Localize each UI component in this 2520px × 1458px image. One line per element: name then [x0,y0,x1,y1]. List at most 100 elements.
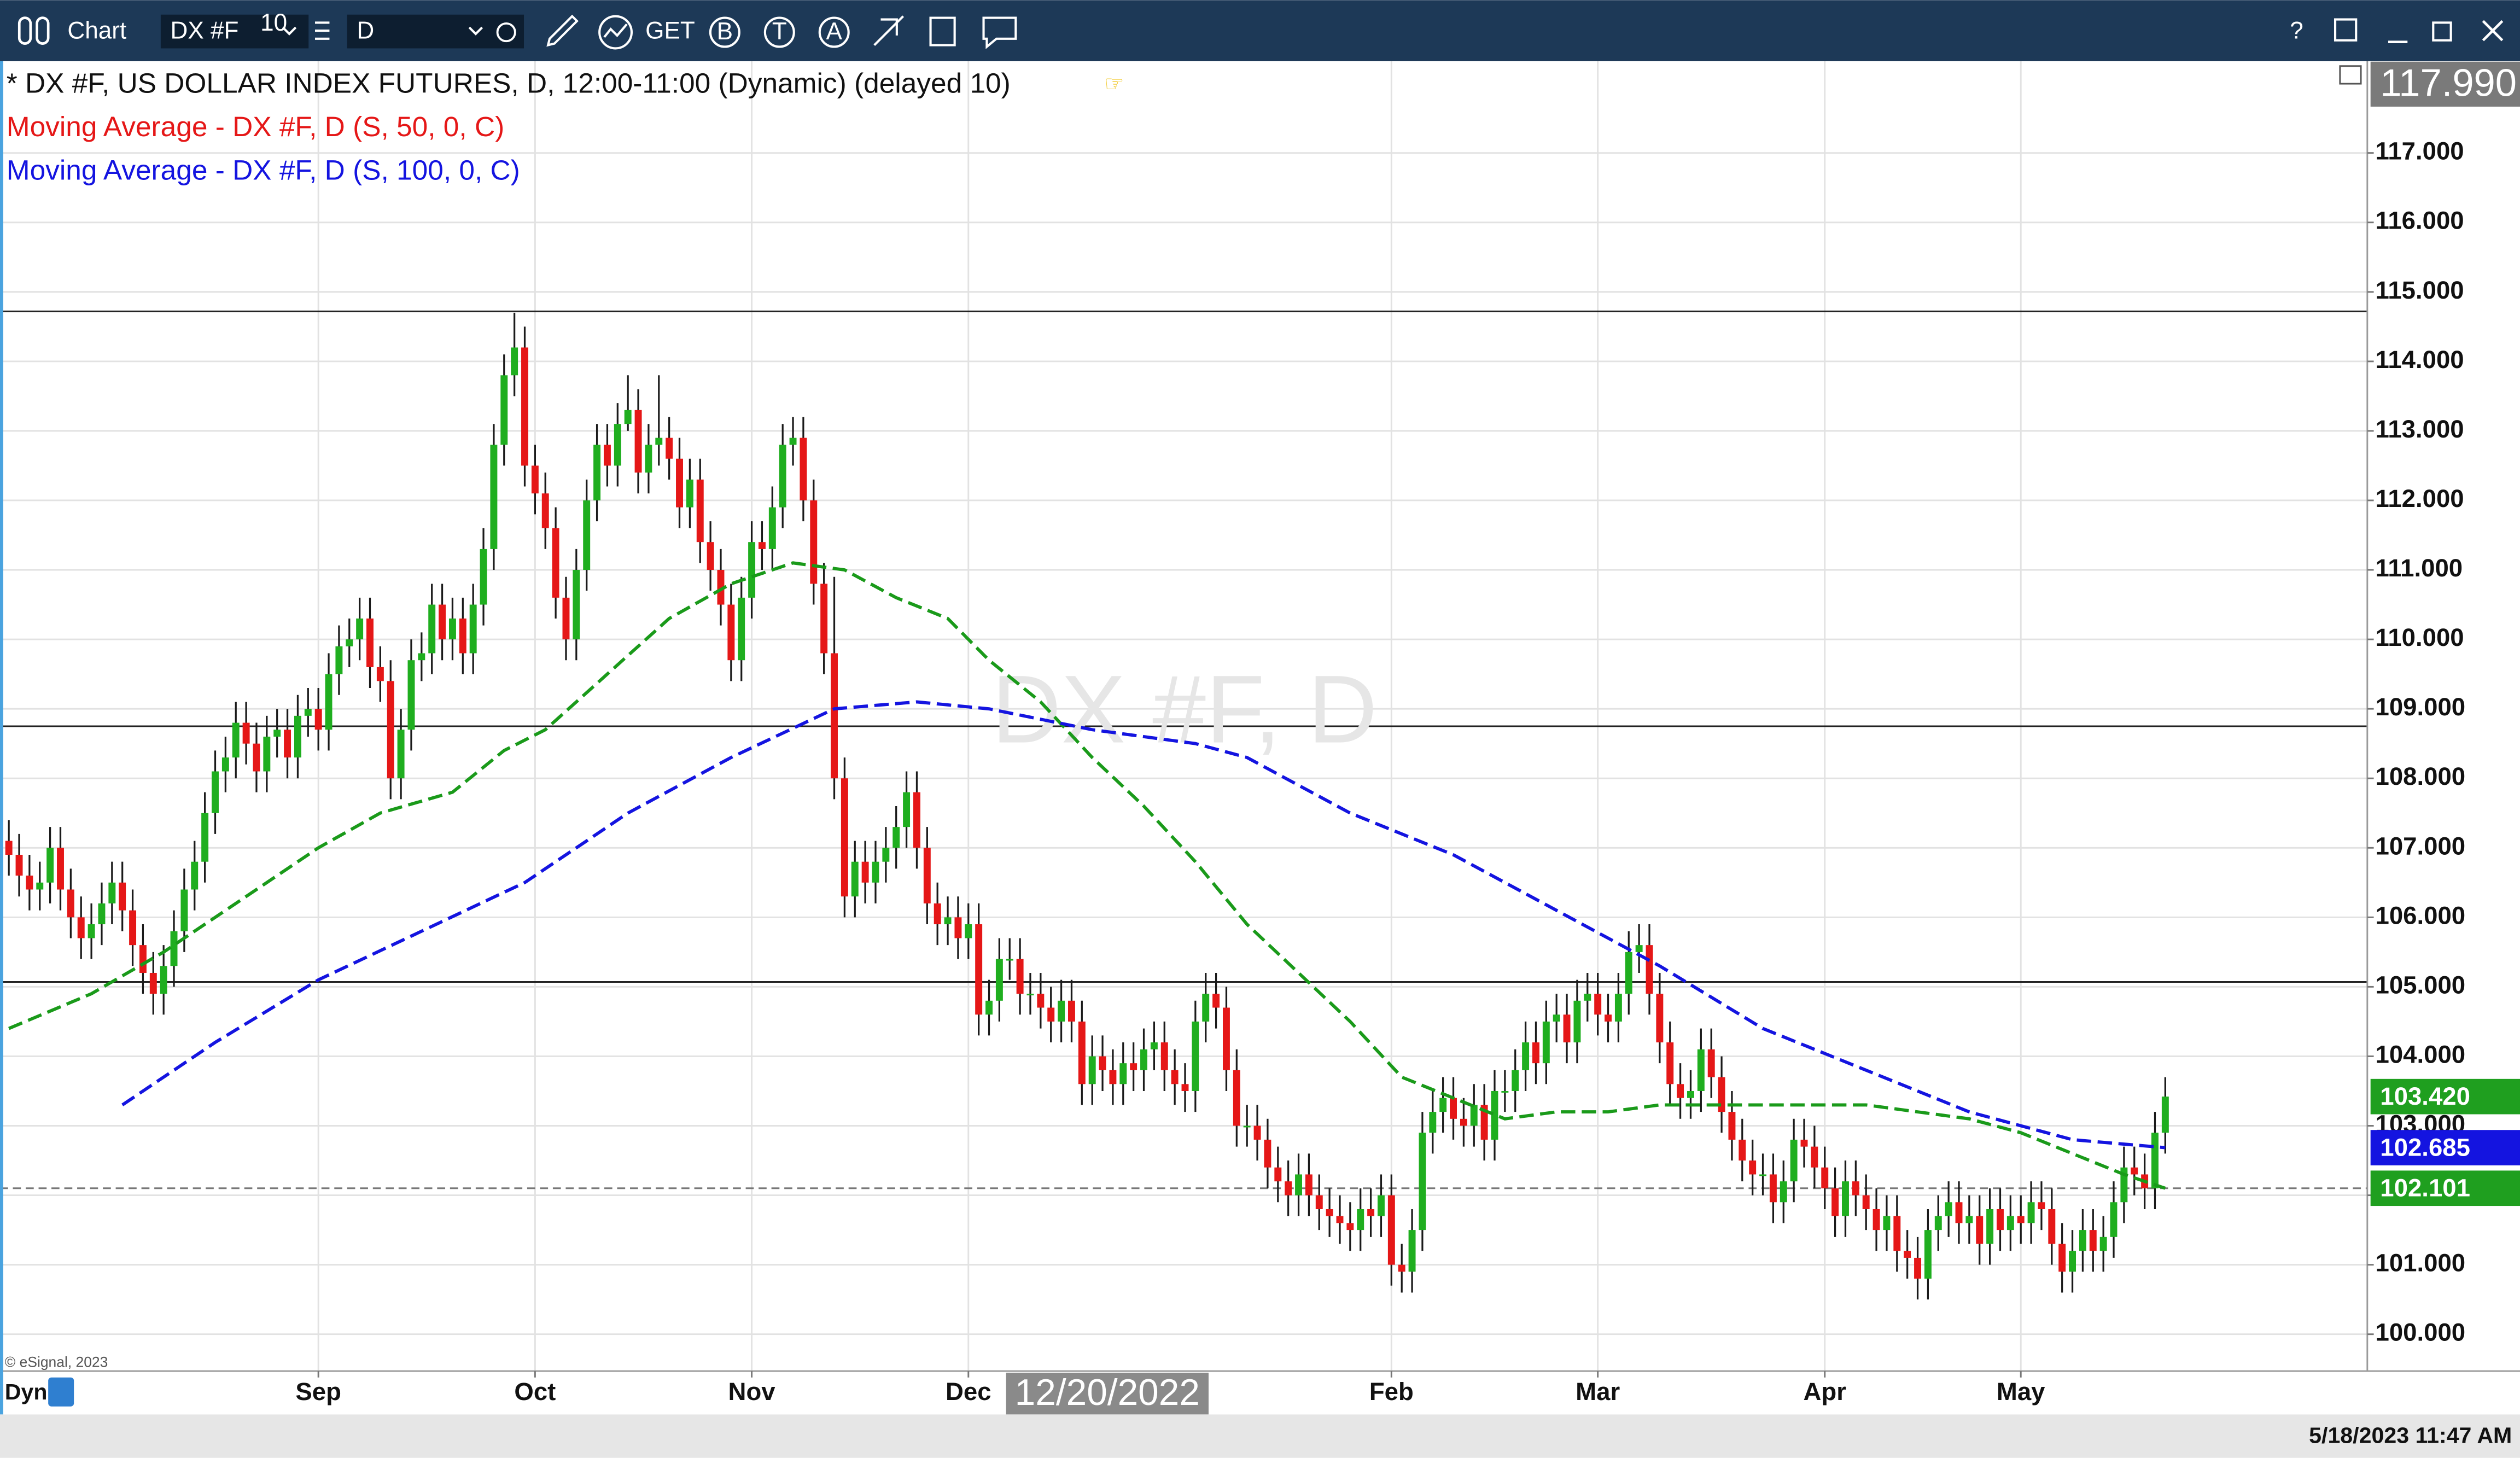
icon-circle[interactable] [709,16,740,48]
price-label-box [2370,61,2520,107]
candle-body [428,604,436,654]
candle-body [1058,1000,1065,1022]
symbol[interactable]: DX #F [171,18,239,44]
candle-body [934,903,941,925]
timestamp: 5/18/2023 11:47 AM [2309,1422,2512,1448]
lock-icon[interactable] [48,1377,74,1407]
menu-icon[interactable] [315,21,330,40]
cursor-label: 12/20/2022 [1015,1372,1200,1413]
dropdown-arrow[interactable] [282,26,297,36]
candle-body [2131,1167,2138,1175]
candle-body [1718,1077,1725,1112]
restore-icon[interactable] [2339,65,2362,85]
price-label: 102.101 [2380,1174,2470,1202]
candle-body [1398,1264,1405,1272]
candle-body [789,438,797,445]
x-tick-label: Feb [1369,1378,1414,1405]
candle-body [1378,1195,1385,1216]
icon-letter[interactable]: A [826,18,843,45]
candle-body [1160,1042,1168,1070]
candle-body [800,438,807,500]
icon-circle[interactable] [763,16,795,48]
icon-letter[interactable]: T [772,18,787,45]
candle-body [1904,1251,1911,1258]
interval[interactable]: D [357,18,374,44]
candle-body [779,445,786,508]
tool-icon[interactable] [873,15,905,46]
candle-body [2058,1244,2066,1272]
candle-body [521,347,528,466]
candle-body [995,959,1003,1001]
candle-body [346,639,353,646]
candle-body [1212,994,1220,1008]
candle-body [1553,1014,1560,1022]
candle-body [1790,1139,1798,1182]
candle-body [820,584,828,654]
close-button[interactable] [2482,20,2504,42]
candle-body [88,924,95,938]
candle-body [1522,1042,1530,1070]
candle-body [459,618,466,654]
candle-body [738,597,745,661]
candle-body [1315,1195,1323,1209]
candle-body [624,410,632,424]
price-label-box [2370,1078,2520,1115]
candle-body [1635,945,1643,952]
icon-letter[interactable]: B [717,18,733,45]
candle-body [1605,1014,1612,1022]
candle-body [903,792,911,827]
candle-body [1109,1070,1117,1084]
candle-body [1222,1007,1230,1070]
candle-body [397,730,405,779]
study-icon[interactable] [598,15,633,50]
candle-body [1295,1174,1302,1195]
candle-body [1842,1181,1849,1216]
icon-circle[interactable] [818,16,850,48]
candle-body [490,445,498,549]
y-tick-label: 109.000 [2376,693,2466,721]
candle-body [46,848,54,883]
study-icon[interactable] [603,24,628,38]
clock-icon[interactable] [496,22,516,43]
candle-body [1026,994,1034,996]
comment-icon[interactable] [982,16,1017,49]
get-button[interactable]: GET [645,18,695,44]
candle-body [1387,1195,1395,1265]
candle-body [593,445,601,500]
candle-body [923,848,931,903]
mode-label[interactable]: Dyn [5,1379,48,1404]
candle-body [232,722,240,758]
candle-body [758,542,766,549]
edit-icon[interactable] [929,16,956,46]
candle-body [696,479,704,543]
interval-box[interactable] [347,14,524,49]
candle-body [356,618,364,640]
candle-body [376,667,384,681]
symbol-box[interactable] [160,14,309,49]
legend-entry: Moving Average - DX #F, D (S, 50, 0, C) [7,110,504,142]
candle-body [1346,1223,1354,1230]
candle-body [98,903,106,925]
window-button[interactable] [2334,18,2358,42]
candle-body [1419,1133,1426,1230]
candle-body [1305,1174,1312,1195]
candle-body [242,722,250,744]
help-button[interactable]: ? [2290,18,2303,44]
candle-body [1656,994,1664,1043]
restore-button[interactable] [2432,21,2452,42]
candle-body [614,424,621,466]
candle-body [655,438,663,445]
chart-icon [36,16,50,45]
pencil-icon[interactable] [546,14,579,47]
candle-body [2161,1097,2169,1133]
candle-body [686,479,693,508]
candle-body [325,674,332,730]
dropdown-arrow[interactable] [468,26,483,36]
candle-body [975,924,983,1015]
candle-body [1914,1257,1922,1279]
candle-body [469,604,477,654]
candle-body [407,660,415,730]
candle-body [562,597,570,640]
candle-body [1625,952,1632,994]
y-tick-label: 117.000 [2376,137,2464,165]
